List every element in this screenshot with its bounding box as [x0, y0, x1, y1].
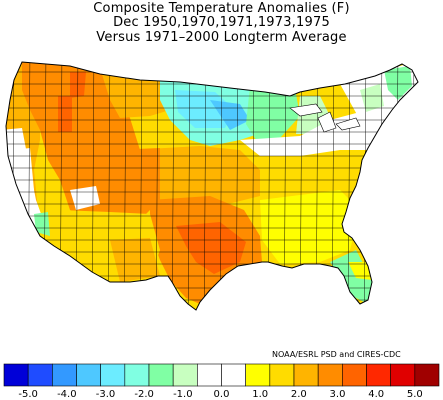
legend-swatch	[293, 363, 319, 387]
legend-swatch	[342, 363, 367, 387]
legend-tick-label: -2.0	[134, 389, 154, 400]
legend-swatch	[245, 363, 271, 387]
legend-tick-label: 3.0	[330, 389, 346, 400]
map-title: Composite Temperature Anomalies (F)	[93, 1, 350, 16]
legend-tick-label: -4.0	[57, 389, 77, 400]
legend-tick-label: 1.0	[252, 389, 268, 400]
legend-tick-label: 2.0	[291, 389, 307, 400]
legend-swatch	[197, 363, 222, 387]
legend-swatch	[221, 363, 246, 387]
legend-swatch	[390, 363, 416, 387]
data-credit: NOAA/ESRL PSD and CIRES-CDC	[272, 350, 401, 359]
legend-tick-label: 0.0	[214, 389, 230, 400]
legend-swatch	[366, 363, 391, 387]
us-outline	[5, 61, 419, 311]
legend-tick-label: -3.0	[96, 389, 116, 400]
legend-swatch	[52, 363, 77, 387]
map-subtitle: Dec 1950,1970,1971,1973,1975	[113, 15, 330, 30]
legend-swatch	[3, 363, 29, 387]
legend-swatch	[27, 363, 53, 387]
legend-swatch	[172, 363, 198, 387]
anomaly-map	[5, 61, 419, 311]
legend-tick-label: 4.0	[368, 389, 384, 400]
legend-tick-label: -1.0	[173, 389, 193, 400]
legend-swatch	[100, 363, 126, 387]
legend-tick-label: -5.0	[18, 389, 38, 400]
legend-tick-label: 5.0	[407, 389, 423, 400]
legend-swatch	[317, 363, 343, 387]
legend-swatch	[148, 363, 174, 387]
legend-swatch	[76, 363, 101, 387]
legend-swatch	[124, 363, 150, 387]
color-legend: -5.0 -4.0 -3.0 -2.0 -1.0 0.0 1.0 2.0 3.0 4.0 5.0	[3, 363, 440, 400]
legend-swatch	[414, 363, 440, 387]
legend-swatch	[269, 363, 295, 387]
great-lakes	[289, 103, 361, 133]
map-comparison: Versus 1971–2000 Longterm Average	[96, 30, 347, 45]
